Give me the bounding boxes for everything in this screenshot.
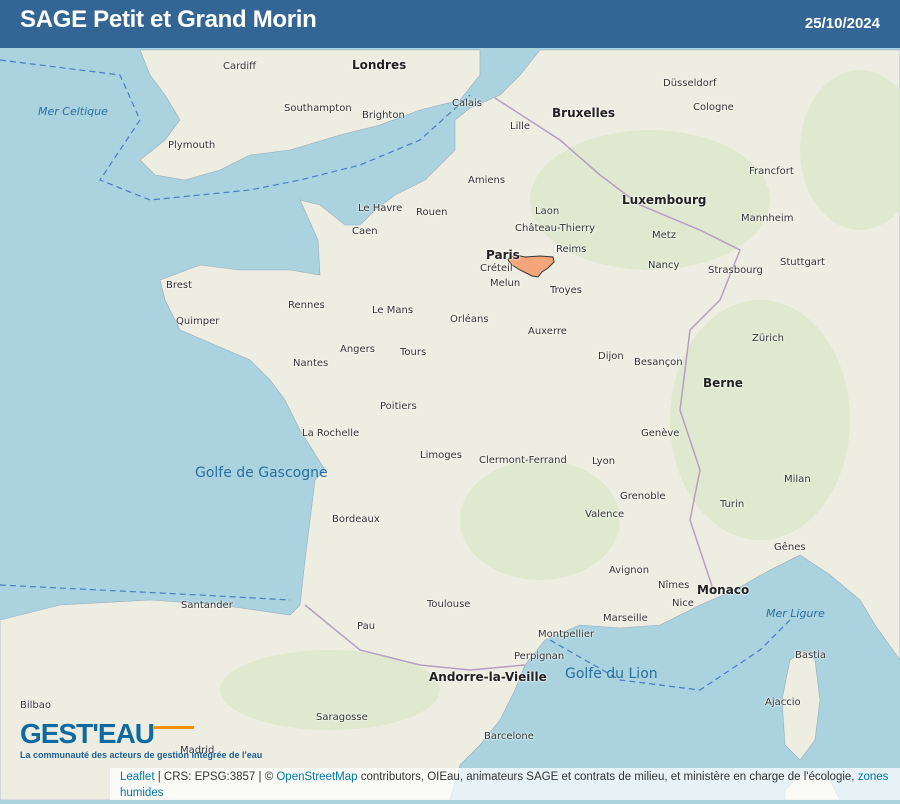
city-label: Le Mans [372, 305, 414, 316]
city-label: Berne [703, 376, 743, 390]
sea-label: Golfe de Gascogne [195, 465, 328, 481]
city-label: Quimper [176, 316, 220, 327]
city-label: Poitiers [380, 401, 417, 412]
city-label: Rennes [288, 300, 325, 311]
maritime-boundary [0, 59, 791, 691]
city-label: Madrid [180, 745, 215, 756]
city-label: Strasbourg [708, 265, 763, 276]
city-label: Southampton [284, 103, 352, 114]
city-label: Reims [556, 244, 587, 255]
sea-label: Mer Celtique [38, 105, 108, 118]
header-bar: SAGE Petit et Grand Morin 25/10/2024 [0, 0, 900, 48]
city-label: Laon [535, 206, 560, 217]
city-label: Milan [784, 474, 811, 485]
logo-tagline: La communauté des acteurs de gestion int… [20, 750, 263, 760]
city-label: Orléans [450, 314, 489, 325]
city-label: Andorre-la-Vieille [429, 670, 547, 684]
city-label: Monaco [697, 583, 750, 597]
city-label: Bruxelles [552, 106, 615, 120]
city-label: Bordeaux [332, 514, 380, 525]
sea-label: Mer Ligure [766, 607, 825, 620]
city-label: Besançon [634, 357, 683, 368]
city-label: Clermont-Ferrand [479, 455, 567, 466]
city-label: Plymouth [168, 140, 216, 151]
page-title: SAGE Petit et Grand Morin [20, 6, 317, 33]
city-label: Bilbao [20, 700, 52, 711]
sage-petit-grand-morin-area[interactable] [507, 254, 555, 278]
city-label: Cologne [693, 102, 734, 113]
city-label: Marseille [603, 613, 648, 624]
city-label: Le Havre [358, 203, 403, 214]
city-label: Francfort [749, 166, 794, 177]
city-label: Bastia [795, 650, 827, 661]
city-label: La Rochelle [302, 428, 360, 439]
city-label: Düsseldorf [663, 78, 717, 89]
city-label: Brighton [362, 110, 405, 121]
city-label: Metz [652, 230, 676, 241]
city-label: Barcelone [484, 731, 534, 742]
city-label: Nantes [293, 358, 329, 369]
city-label: Avignon [609, 565, 650, 576]
city-label: Angers [340, 344, 375, 355]
zones-humides-link[interactable]: zones humides [120, 771, 889, 799]
city-label: Rouen [416, 207, 448, 218]
logo-text: GEST'EAU [20, 718, 155, 749]
logo-accent [154, 726, 194, 729]
date-label: 25/10/2024 [804, 15, 880, 32]
city-label: Troyes [550, 285, 582, 296]
city-label: Mannheim [741, 213, 794, 224]
osm-link[interactable]: OpenStreetMap [276, 771, 358, 783]
city-label: Dijon [598, 351, 624, 362]
city-label: Perpignan [514, 651, 565, 662]
city-label: Paris [486, 248, 520, 262]
city-label: Nice [672, 598, 694, 609]
city-label: Valence [585, 509, 625, 520]
city-label: Brest [166, 280, 193, 291]
city-label: Nancy [648, 260, 680, 271]
city-label: Gênes [774, 542, 806, 553]
city-label: Genève [641, 428, 680, 439]
city-label: Saragosse [316, 712, 368, 723]
city-label: Montpellier [538, 629, 595, 640]
city-label: Luxembourg [622, 193, 707, 207]
forest-areas [220, 70, 900, 730]
city-label: Lyon [592, 456, 616, 467]
city-label: Créteil [480, 263, 513, 274]
england [139, 49, 481, 181]
corsica [781, 649, 821, 761]
city-label: Santander [181, 600, 233, 611]
city-label: Lille [510, 121, 531, 132]
city-label: Cardiff [223, 61, 257, 72]
city-label: Nîmes [658, 580, 690, 591]
city-label: Tours [400, 347, 427, 358]
city-label: Grenoble [620, 491, 666, 502]
city-label: Ajaccio [765, 697, 801, 708]
gesteau-logo[interactable]: GEST'EAU La communauté des acteurs de ge… [20, 718, 262, 760]
city-label: Limoges [420, 450, 462, 461]
crs-text: | CRS: EPSG:3857 | © [154, 771, 277, 783]
city-label: Auxerre [528, 326, 567, 337]
city-label: Zürich [752, 333, 784, 344]
city-label: Melun [490, 278, 521, 289]
city-label: Londres [352, 58, 407, 72]
map-attribution: Leaflet | CRS: EPSG:3857 | © OpenStreetM… [110, 768, 900, 800]
city-label: Stuttgart [780, 257, 825, 268]
city-label: Château-Thierry [515, 223, 596, 234]
city-label: Toulouse [427, 599, 471, 610]
city-label: Calais [452, 98, 483, 109]
city-label: Caen [352, 226, 378, 237]
leaflet-link[interactable]: Leaflet [120, 771, 155, 783]
city-label: Pau [357, 621, 376, 632]
city-label: Amiens [468, 175, 506, 186]
sea-label: Golfe du Lion [565, 666, 658, 682]
france-border [304, 97, 741, 671]
city-label: Turin [720, 499, 745, 510]
attribution-text: contributors, OIEau, animateurs SAGE et … [357, 771, 858, 783]
